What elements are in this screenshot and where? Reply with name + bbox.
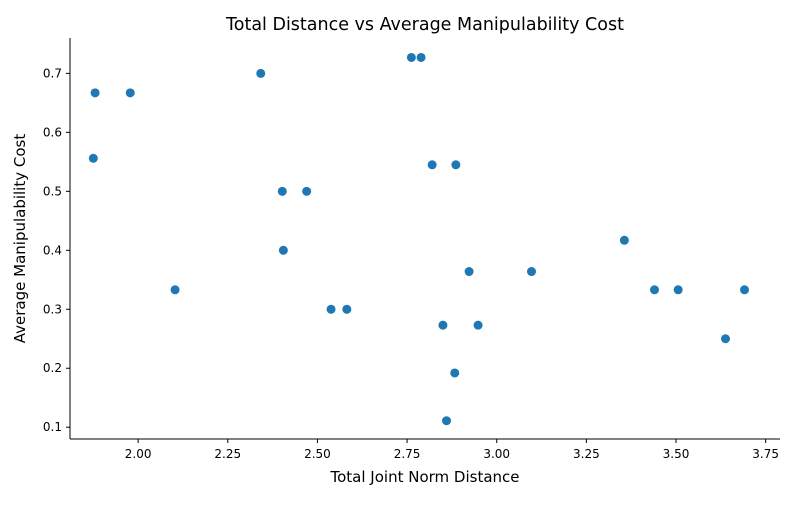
x-tick-label: 3.75 [752,447,779,461]
scatter-points [88,52,749,426]
scatter-point [302,186,312,196]
scatter-point [90,88,100,98]
scatter-point [450,368,460,378]
scatter-point [256,68,266,78]
scatter-point [740,285,749,295]
scatter-point [438,320,448,330]
scatter-point [464,267,474,277]
x-axis-ticks: 2.00 2.25 2.50 2.75 3.00 3.25 3.50 3.75 [125,439,779,461]
scatter-point [527,267,536,277]
y-tick-label: 0.7 [43,66,62,80]
x-tick-label: 2.25 [214,447,241,461]
scatter-point [406,52,416,62]
scatter-point [125,88,135,98]
x-tick-label: 3.00 [483,447,510,461]
scatter-point [326,304,336,314]
scatter-point [416,52,426,62]
scatter-point [673,285,683,295]
y-axis-label: Average Manipulability Cost [11,134,29,344]
y-tick-label: 0.6 [43,125,62,139]
x-tick-label: 2.00 [125,447,152,461]
y-tick-label: 0.3 [43,302,62,316]
scatter-point [278,245,288,255]
y-tick-label: 0.5 [43,184,62,198]
x-tick-label: 2.75 [394,447,421,461]
scatter-point [277,186,287,196]
y-axis-ticks: 0.1 0.2 0.3 0.4 0.5 0.6 0.7 [43,66,70,434]
scatter-point [619,235,629,245]
x-axis-label: Total Joint Norm Distance [330,468,520,486]
x-tick-label: 3.25 [573,447,600,461]
chart-title: Total Distance vs Average Manipulability… [225,15,624,35]
scatter-point [342,304,352,314]
y-tick-label: 0.2 [43,361,62,375]
scatter-point [473,320,483,330]
y-tick-label: 0.1 [43,420,62,434]
scatter-point [451,160,461,170]
scatter-point [649,285,659,295]
y-tick-label: 0.4 [43,243,62,257]
scatter-point [88,153,98,163]
scatter-point [442,416,452,426]
scatter-point [720,334,730,344]
scatter-point [170,285,180,295]
x-tick-label: 3.50 [663,447,690,461]
scatter-point [427,160,437,170]
x-tick-label: 2.50 [304,447,331,461]
